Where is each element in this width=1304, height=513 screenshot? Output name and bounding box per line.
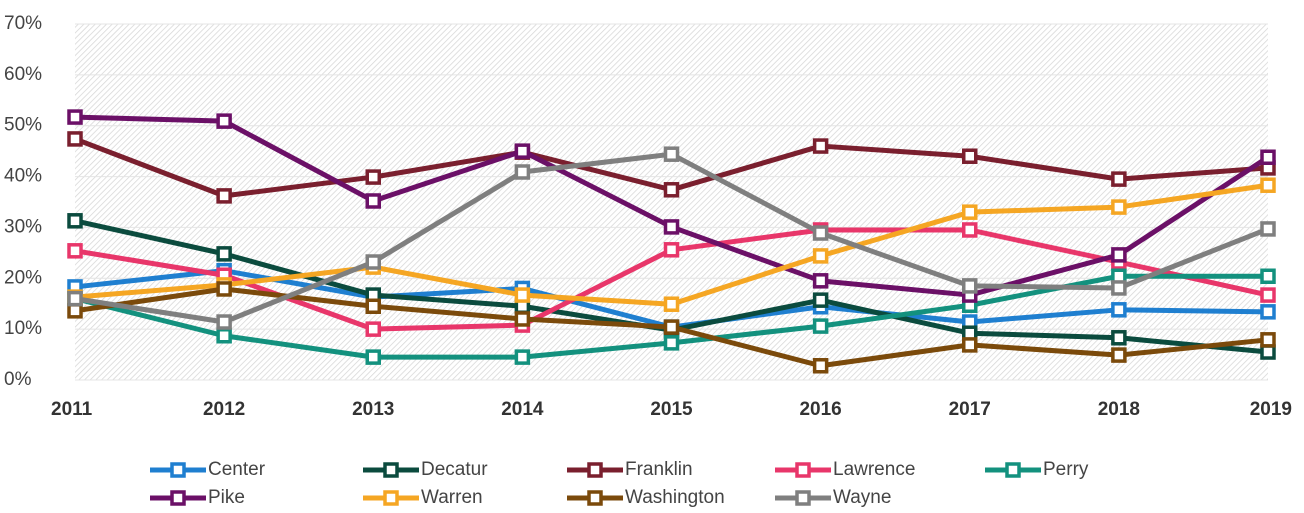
- legend-marker: [1005, 462, 1021, 478]
- point-marker: [962, 222, 978, 238]
- legend-label: Warren: [421, 487, 483, 508]
- legend-label: Lawrence: [833, 459, 915, 480]
- point-marker: [216, 314, 232, 330]
- point-marker: [663, 219, 680, 235]
- point-marker: [962, 204, 978, 220]
- y-tick-label: 0%: [4, 369, 32, 390]
- legend-label: Franklin: [625, 459, 693, 480]
- x-tick-label: 2016: [799, 399, 841, 420]
- point-marker: [663, 146, 680, 162]
- point-marker: [1260, 287, 1276, 303]
- point-marker: [1260, 221, 1276, 237]
- point-marker: [1111, 347, 1127, 363]
- y-tick-label: 50%: [4, 115, 42, 136]
- point-marker: [962, 148, 978, 164]
- y-tick-label: 70%: [4, 13, 42, 34]
- point-marker: [1260, 268, 1276, 285]
- point-marker: [216, 281, 232, 297]
- x-tick-label: 2018: [1098, 399, 1140, 420]
- legend-label: Washington: [625, 487, 725, 508]
- x-tick-label: 2011: [51, 399, 93, 420]
- point-marker: [812, 318, 829, 334]
- point-marker: [812, 358, 829, 374]
- y-tick-label: 30%: [4, 216, 42, 237]
- legend-marker: [170, 462, 186, 478]
- point-marker: [514, 311, 531, 327]
- point-marker: [514, 164, 531, 180]
- legend-marker: [587, 462, 603, 478]
- point-marker: [514, 143, 531, 159]
- point-marker: [1260, 304, 1276, 320]
- point-marker: [962, 337, 978, 353]
- point-marker: [1111, 280, 1127, 296]
- legend-marker: [587, 490, 603, 506]
- point-marker: [365, 193, 381, 209]
- point-marker: [514, 287, 531, 303]
- point-marker: [962, 278, 978, 294]
- point-marker: [365, 349, 381, 365]
- point-marker: [812, 225, 829, 241]
- y-tick-label: 10%: [4, 318, 42, 339]
- x-tick-label: 2012: [203, 399, 245, 420]
- point-marker: [365, 254, 381, 270]
- point-marker: [1260, 344, 1276, 360]
- point-marker: [67, 109, 83, 125]
- point-marker: [365, 321, 381, 337]
- point-marker: [1260, 177, 1276, 193]
- point-marker: [1260, 149, 1276, 165]
- legend-marker: [383, 462, 399, 478]
- y-tick-label: 40%: [4, 166, 42, 187]
- point-marker: [1111, 171, 1127, 187]
- point-marker: [216, 328, 232, 344]
- point-marker: [67, 131, 83, 147]
- point-marker: [67, 213, 83, 229]
- point-marker: [1111, 247, 1127, 263]
- legend-label: Decatur: [421, 459, 488, 480]
- point-marker: [812, 248, 829, 264]
- point-marker: [67, 303, 83, 319]
- legend-label: Center: [208, 459, 266, 480]
- legend-label: Perry: [1043, 459, 1089, 480]
- point-marker: [663, 335, 680, 351]
- x-tick-label: 2015: [650, 399, 693, 420]
- point-marker: [812, 138, 829, 154]
- point-marker: [216, 113, 232, 129]
- x-tick-label: 2014: [501, 399, 544, 420]
- point-marker: [365, 169, 381, 185]
- point-marker: [365, 298, 381, 315]
- x-tick-label: 2019: [1250, 399, 1292, 420]
- legend-marker: [795, 490, 811, 506]
- legend-marker: [383, 490, 399, 506]
- point-marker: [514, 349, 531, 365]
- legend-marker: [170, 490, 186, 506]
- x-tick-label: 2013: [352, 399, 394, 420]
- point-marker: [67, 290, 83, 307]
- x-tick-label: 2017: [949, 399, 991, 420]
- point-marker: [1111, 302, 1127, 318]
- legend-label: Pike: [208, 487, 245, 508]
- y-tick-label: 20%: [4, 267, 42, 288]
- point-marker: [663, 182, 680, 198]
- point-marker: [1111, 199, 1127, 215]
- point-marker: [812, 292, 829, 308]
- point-marker: [67, 243, 83, 259]
- point-marker: [812, 273, 829, 289]
- y-tick-label: 60%: [4, 64, 42, 85]
- point-marker: [663, 319, 680, 335]
- legend-label: Wayne: [833, 487, 891, 508]
- point-marker: [663, 242, 680, 258]
- point-marker: [1260, 332, 1276, 348]
- point-marker: [1111, 330, 1127, 346]
- point-marker: [216, 188, 232, 204]
- point-marker: [216, 246, 232, 262]
- legend-marker: [795, 462, 811, 478]
- point-marker: [663, 296, 680, 312]
